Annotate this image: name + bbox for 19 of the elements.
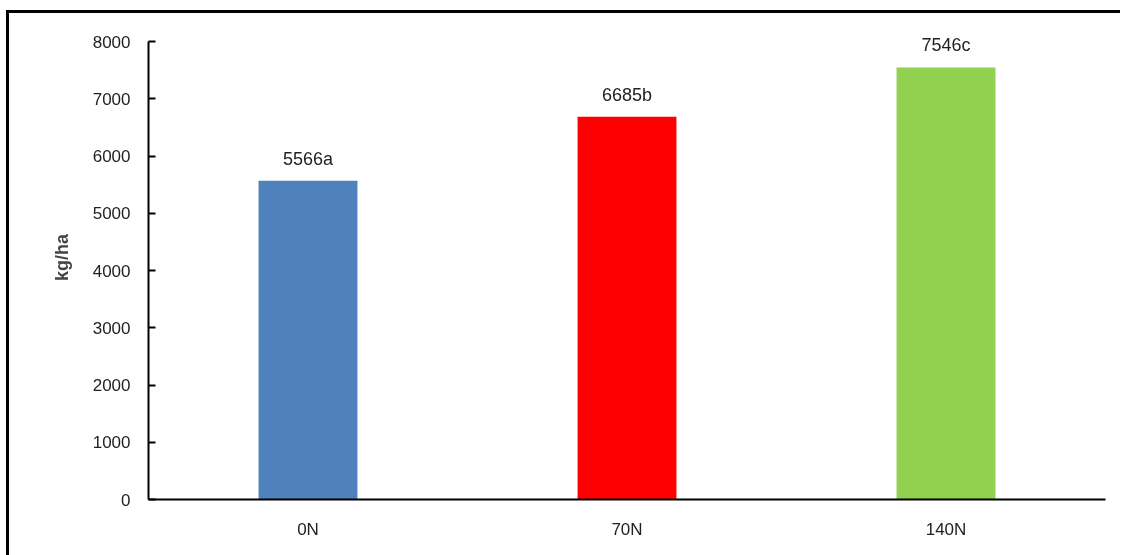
y-tick-label: 6000 xyxy=(92,147,131,166)
data-label: 5566a xyxy=(282,148,335,169)
y-tick-label: 5000 xyxy=(92,204,131,224)
x-tick-label: 140N xyxy=(925,519,967,539)
x-tick-label: 70N xyxy=(611,519,643,539)
y-tick-label: 1000 xyxy=(92,433,131,453)
x-tick-label: 0N xyxy=(297,519,319,539)
data-label: 7546c xyxy=(921,35,971,56)
y-axis-title: kg/ha xyxy=(51,233,72,282)
y-tick-label: 4000 xyxy=(92,261,131,281)
y-tick-label: 0 xyxy=(121,490,131,510)
bar xyxy=(577,116,677,500)
bar xyxy=(258,180,358,500)
data-label: 6685b xyxy=(601,84,653,105)
y-tick-label: 8000 xyxy=(92,32,131,52)
y-tick-label: 2000 xyxy=(92,376,131,395)
y-tick-label: 7000 xyxy=(92,89,131,109)
bar xyxy=(896,67,996,500)
y-tick-label: 3000 xyxy=(92,318,131,338)
